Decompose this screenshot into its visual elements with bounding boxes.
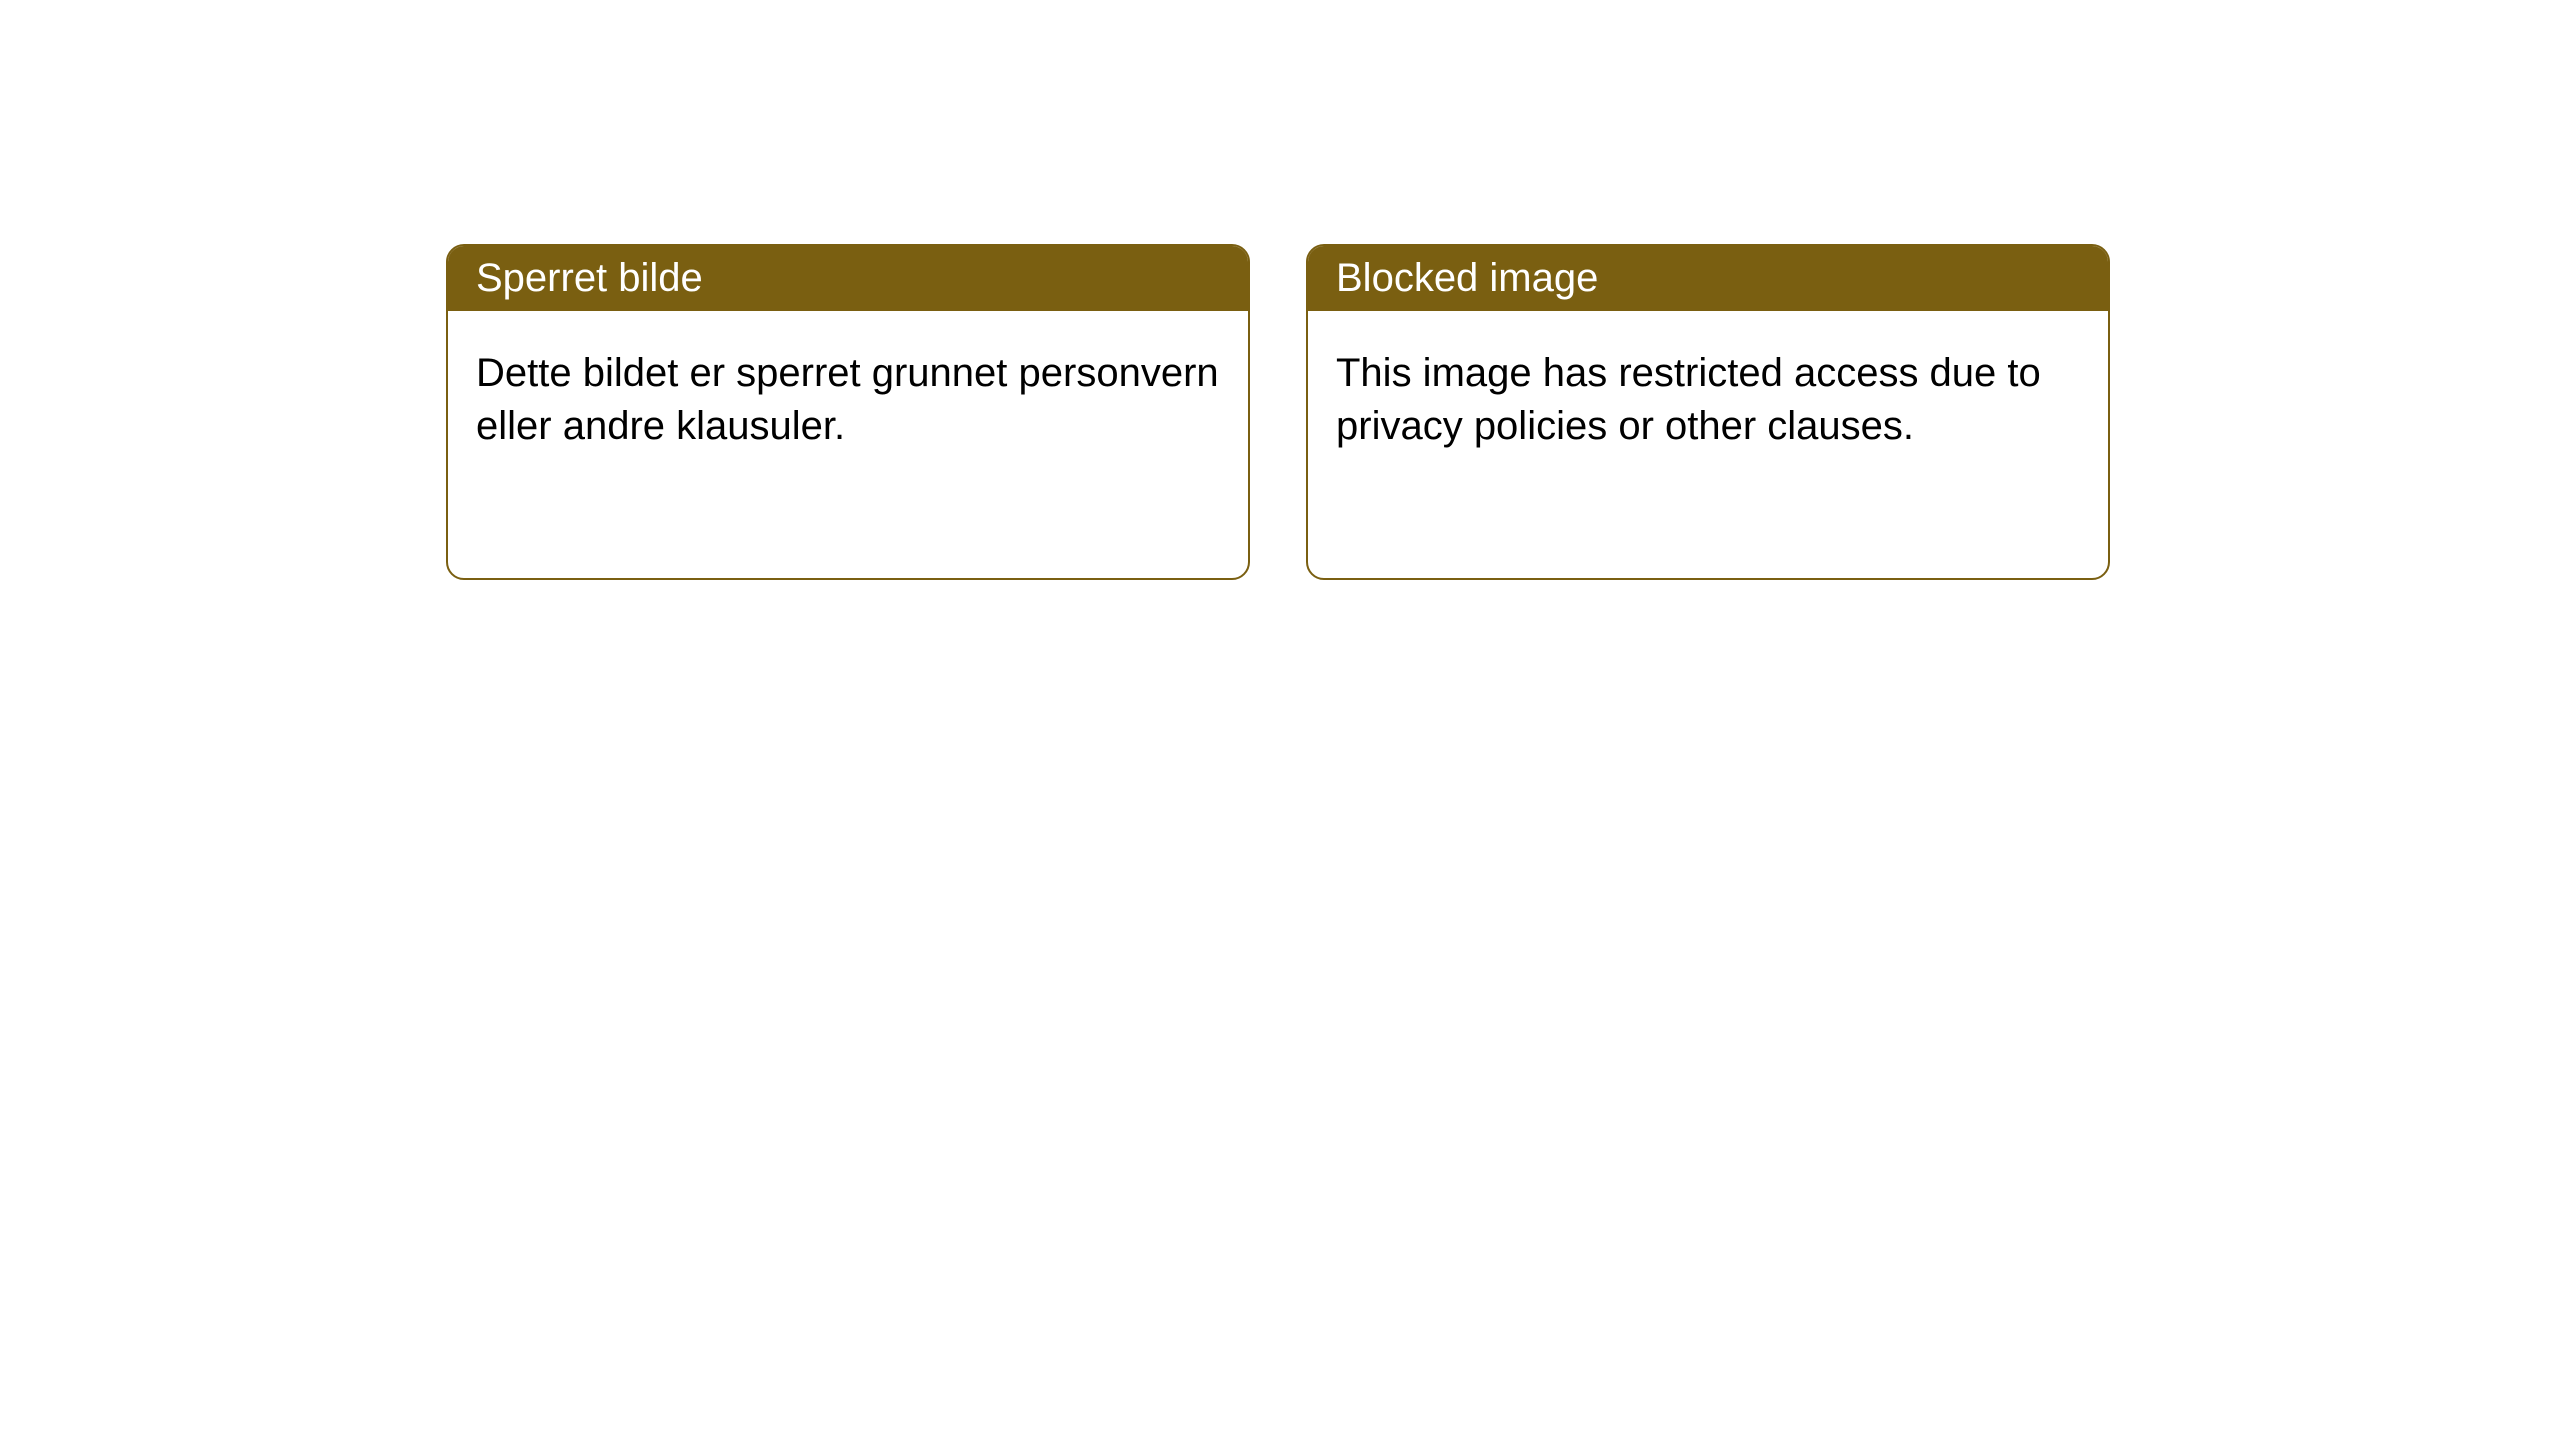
notice-header-norwegian: Sperret bilde: [448, 246, 1248, 311]
notice-header-english: Blocked image: [1308, 246, 2108, 311]
notice-box-norwegian: Sperret bilde Dette bildet er sperret gr…: [446, 244, 1250, 580]
notice-body-norwegian: Dette bildet er sperret grunnet personve…: [448, 311, 1248, 489]
notice-container: Sperret bilde Dette bildet er sperret gr…: [0, 0, 2560, 580]
notice-body-english: This image has restricted access due to …: [1308, 311, 2108, 489]
notice-box-english: Blocked image This image has restricted …: [1306, 244, 2110, 580]
